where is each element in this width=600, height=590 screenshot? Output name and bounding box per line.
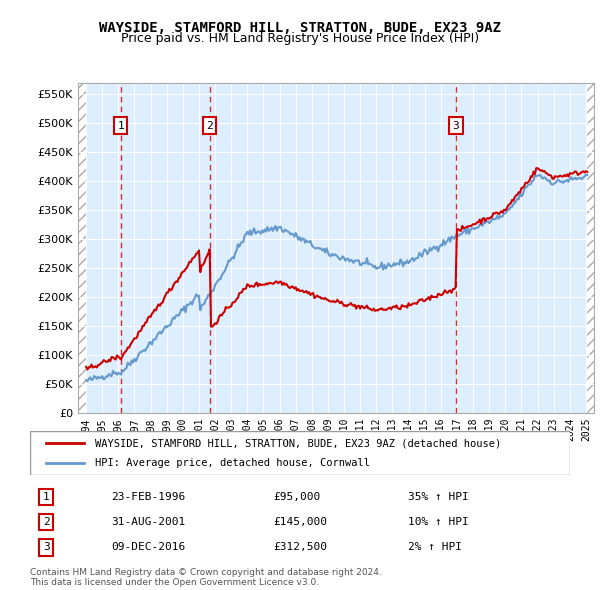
FancyBboxPatch shape [30, 431, 570, 475]
Text: WAYSIDE, STAMFORD HILL, STRATTON, BUDE, EX23 9AZ (detached house): WAYSIDE, STAMFORD HILL, STRATTON, BUDE, … [95, 438, 501, 448]
Text: Contains HM Land Registry data © Crown copyright and database right 2024.: Contains HM Land Registry data © Crown c… [30, 568, 382, 576]
Text: 1: 1 [118, 120, 124, 130]
Text: This data is licensed under the Open Government Licence v3.0.: This data is licensed under the Open Gov… [30, 578, 319, 587]
Bar [586, 83, 594, 413]
Text: 1: 1 [43, 492, 50, 502]
Text: 2: 2 [206, 120, 213, 130]
Text: 2% ↑ HPI: 2% ↑ HPI [408, 542, 462, 552]
Text: 3: 3 [43, 542, 50, 552]
Text: £95,000: £95,000 [273, 492, 320, 502]
Text: HPI: Average price, detached house, Cornwall: HPI: Average price, detached house, Corn… [95, 458, 370, 467]
Text: WAYSIDE, STAMFORD HILL, STRATTON, BUDE, EX23 9AZ: WAYSIDE, STAMFORD HILL, STRATTON, BUDE, … [99, 21, 501, 35]
Text: 2: 2 [43, 517, 50, 527]
Text: £312,500: £312,500 [273, 542, 327, 552]
Bar [78, 83, 86, 413]
Text: 3: 3 [452, 120, 460, 130]
Text: 10% ↑ HPI: 10% ↑ HPI [408, 517, 469, 527]
Text: 09-DEC-2016: 09-DEC-2016 [111, 542, 185, 552]
Text: Price paid vs. HM Land Registry's House Price Index (HPI): Price paid vs. HM Land Registry's House … [121, 32, 479, 45]
Text: 31-AUG-2001: 31-AUG-2001 [111, 517, 185, 527]
Text: 35% ↑ HPI: 35% ↑ HPI [408, 492, 469, 502]
Text: £145,000: £145,000 [273, 517, 327, 527]
Text: 23-FEB-1996: 23-FEB-1996 [111, 492, 185, 502]
